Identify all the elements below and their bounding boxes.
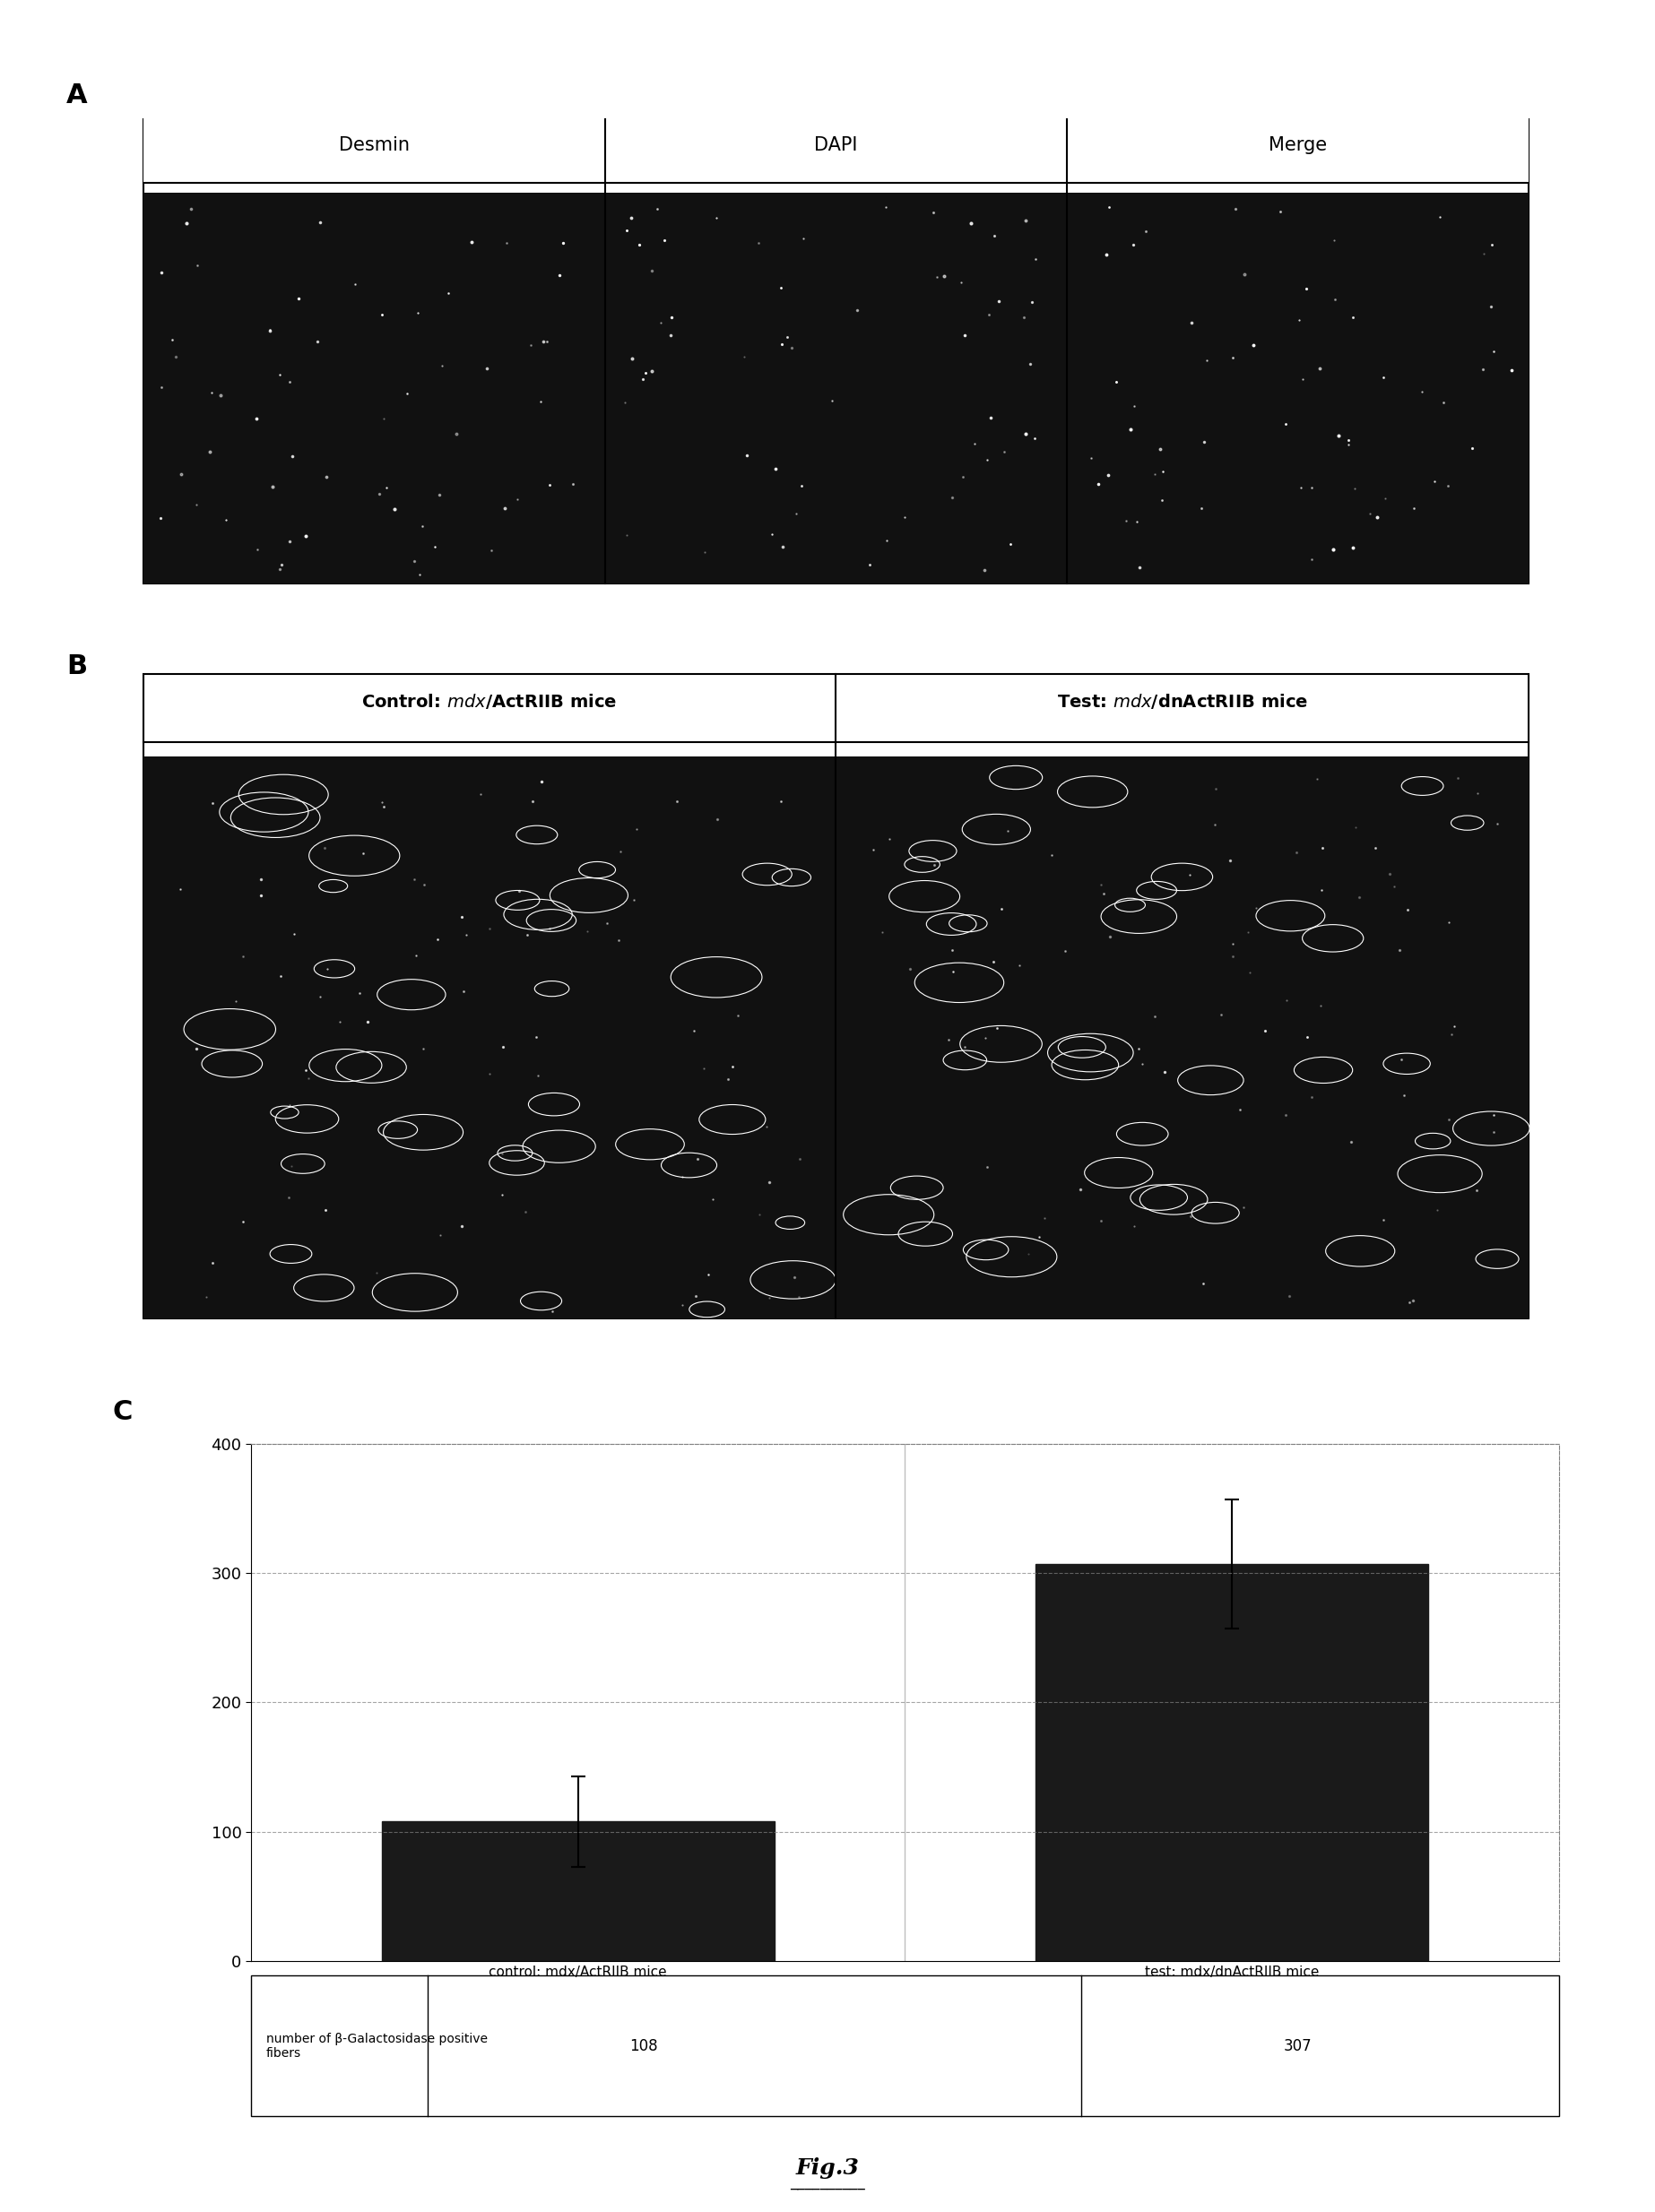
Text: number of β-Galactosidase positive
fibers: number of β-Galactosidase positive fiber…: [266, 2033, 488, 2059]
Bar: [604, 108, 1066, 181]
Text: 307: 307: [1283, 2037, 1312, 2055]
Text: Merge: Merge: [1268, 137, 1327, 155]
FancyBboxPatch shape: [142, 675, 1528, 1318]
Text: B: B: [66, 653, 88, 679]
Bar: [1066, 108, 1528, 181]
Text: Control: $\mathit{mdx}$/ActRIIB mice: Control: $\mathit{mdx}$/ActRIIB mice: [361, 692, 617, 710]
Bar: [604, 192, 1066, 584]
Text: Fig.3: Fig.3: [796, 2157, 859, 2179]
Text: A: A: [66, 82, 88, 108]
Text: 108: 108: [629, 2037, 657, 2055]
Text: __________: __________: [789, 2174, 866, 2190]
Text: Test: $\mathit{mdx}$/dnActRIIB mice: Test: $\mathit{mdx}$/dnActRIIB mice: [1056, 692, 1307, 710]
Text: Desmin: Desmin: [339, 137, 409, 155]
Text: DAPI: DAPI: [814, 137, 857, 155]
Bar: [142, 192, 604, 584]
Bar: [142, 757, 836, 1318]
Bar: [1066, 192, 1528, 584]
Bar: [142, 108, 604, 181]
FancyBboxPatch shape: [142, 119, 1528, 584]
Bar: [836, 757, 1528, 1318]
Text: C: C: [113, 1400, 132, 1425]
